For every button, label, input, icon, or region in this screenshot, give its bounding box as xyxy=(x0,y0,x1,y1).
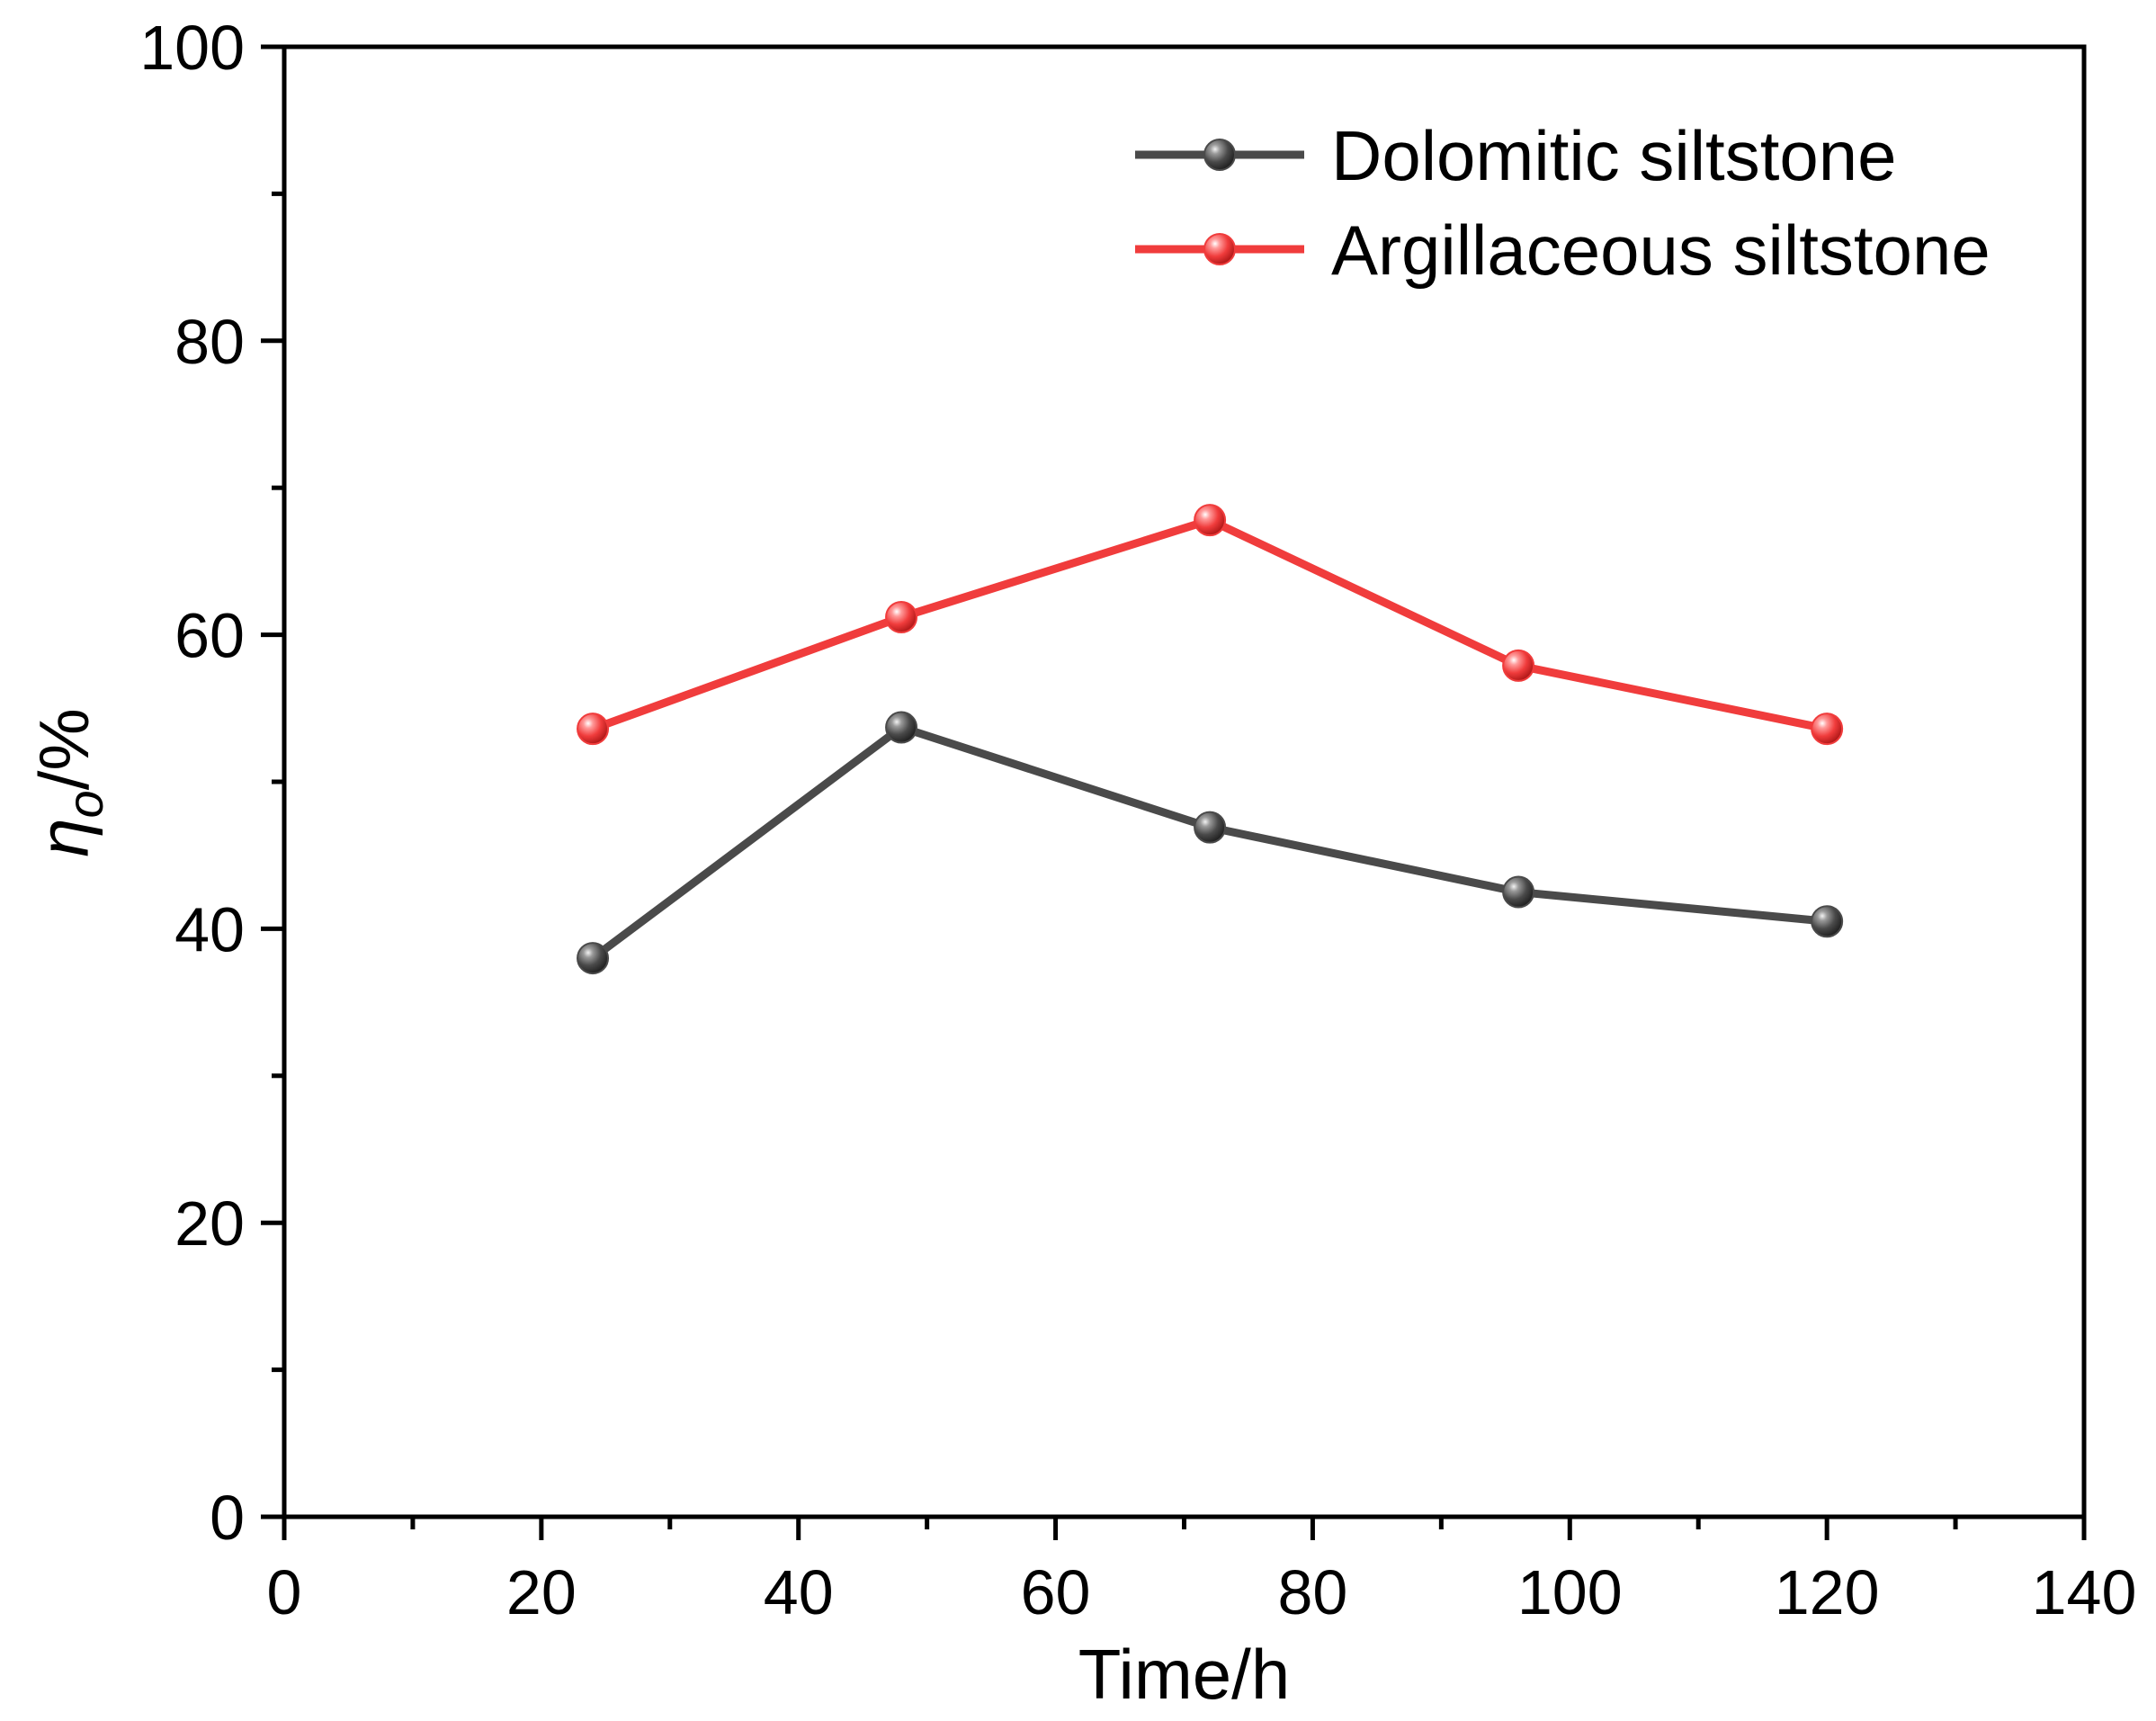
x-tick-label: 40 xyxy=(764,1557,834,1627)
x-tick-label: 80 xyxy=(1277,1557,1347,1627)
data-point-dolomitic-siltstone xyxy=(1194,811,1227,844)
x-tick-label: 100 xyxy=(1517,1557,1623,1627)
y-tick-label: 100 xyxy=(139,13,245,83)
data-point-argillaceous-siltstone xyxy=(1811,713,1844,746)
legend-marker-argillaceous-siltstone xyxy=(1203,233,1236,265)
data-point-argillaceous-siltstone xyxy=(885,600,918,633)
data-point-argillaceous-siltstone xyxy=(1502,649,1535,682)
data-point-dolomitic-siltstone xyxy=(577,942,610,975)
x-tick-label: 140 xyxy=(2032,1557,2137,1627)
y-tick-label: 40 xyxy=(174,894,245,964)
axes: 0 20 40 60 80 100 120 140 0 20 40 60 80 100 xyxy=(139,13,2136,1627)
series-line-argillaceous-siltstone xyxy=(591,515,1829,733)
y-axis-unit: /% xyxy=(24,708,103,790)
legend: Dolomitic siltstone Argillaceous siltston… xyxy=(1135,116,1990,290)
legend-label-dolomitic-siltstone: Dolomitic siltstone xyxy=(1331,116,1897,195)
x-axis-title: Time/h xyxy=(1078,1635,1291,1714)
data-point-dolomitic-siltstone xyxy=(885,711,918,744)
axis-titles: Time/h ηo/% xyxy=(24,708,1290,1714)
data-point-dolomitic-siltstone xyxy=(1811,905,1844,938)
y-axis-title: ηo/% xyxy=(24,708,113,857)
data-point-dolomitic-siltstone xyxy=(1502,875,1535,909)
legend-marker-dolomitic-siltstone xyxy=(1203,139,1236,171)
y-axis-symbol: η xyxy=(24,818,103,856)
legend-label-argillaceous-siltstone: Argillaceous siltstone xyxy=(1331,211,1990,290)
y-tick-label: 80 xyxy=(174,307,245,377)
y-tick-label: 20 xyxy=(174,1188,245,1259)
data-point-argillaceous-siltstone xyxy=(577,713,610,746)
x-tick-label: 60 xyxy=(1021,1557,1091,1627)
x-tick-label: 20 xyxy=(506,1557,577,1627)
data-point-argillaceous-siltstone xyxy=(1194,504,1227,537)
y-tick-label: 60 xyxy=(174,601,245,671)
series-layer xyxy=(577,504,1844,975)
x-tick-label: 120 xyxy=(1775,1557,1880,1627)
x-tick-label: 0 xyxy=(267,1557,302,1627)
y-axis-subscript: o xyxy=(57,790,113,818)
y-tick-label: 0 xyxy=(210,1483,245,1553)
